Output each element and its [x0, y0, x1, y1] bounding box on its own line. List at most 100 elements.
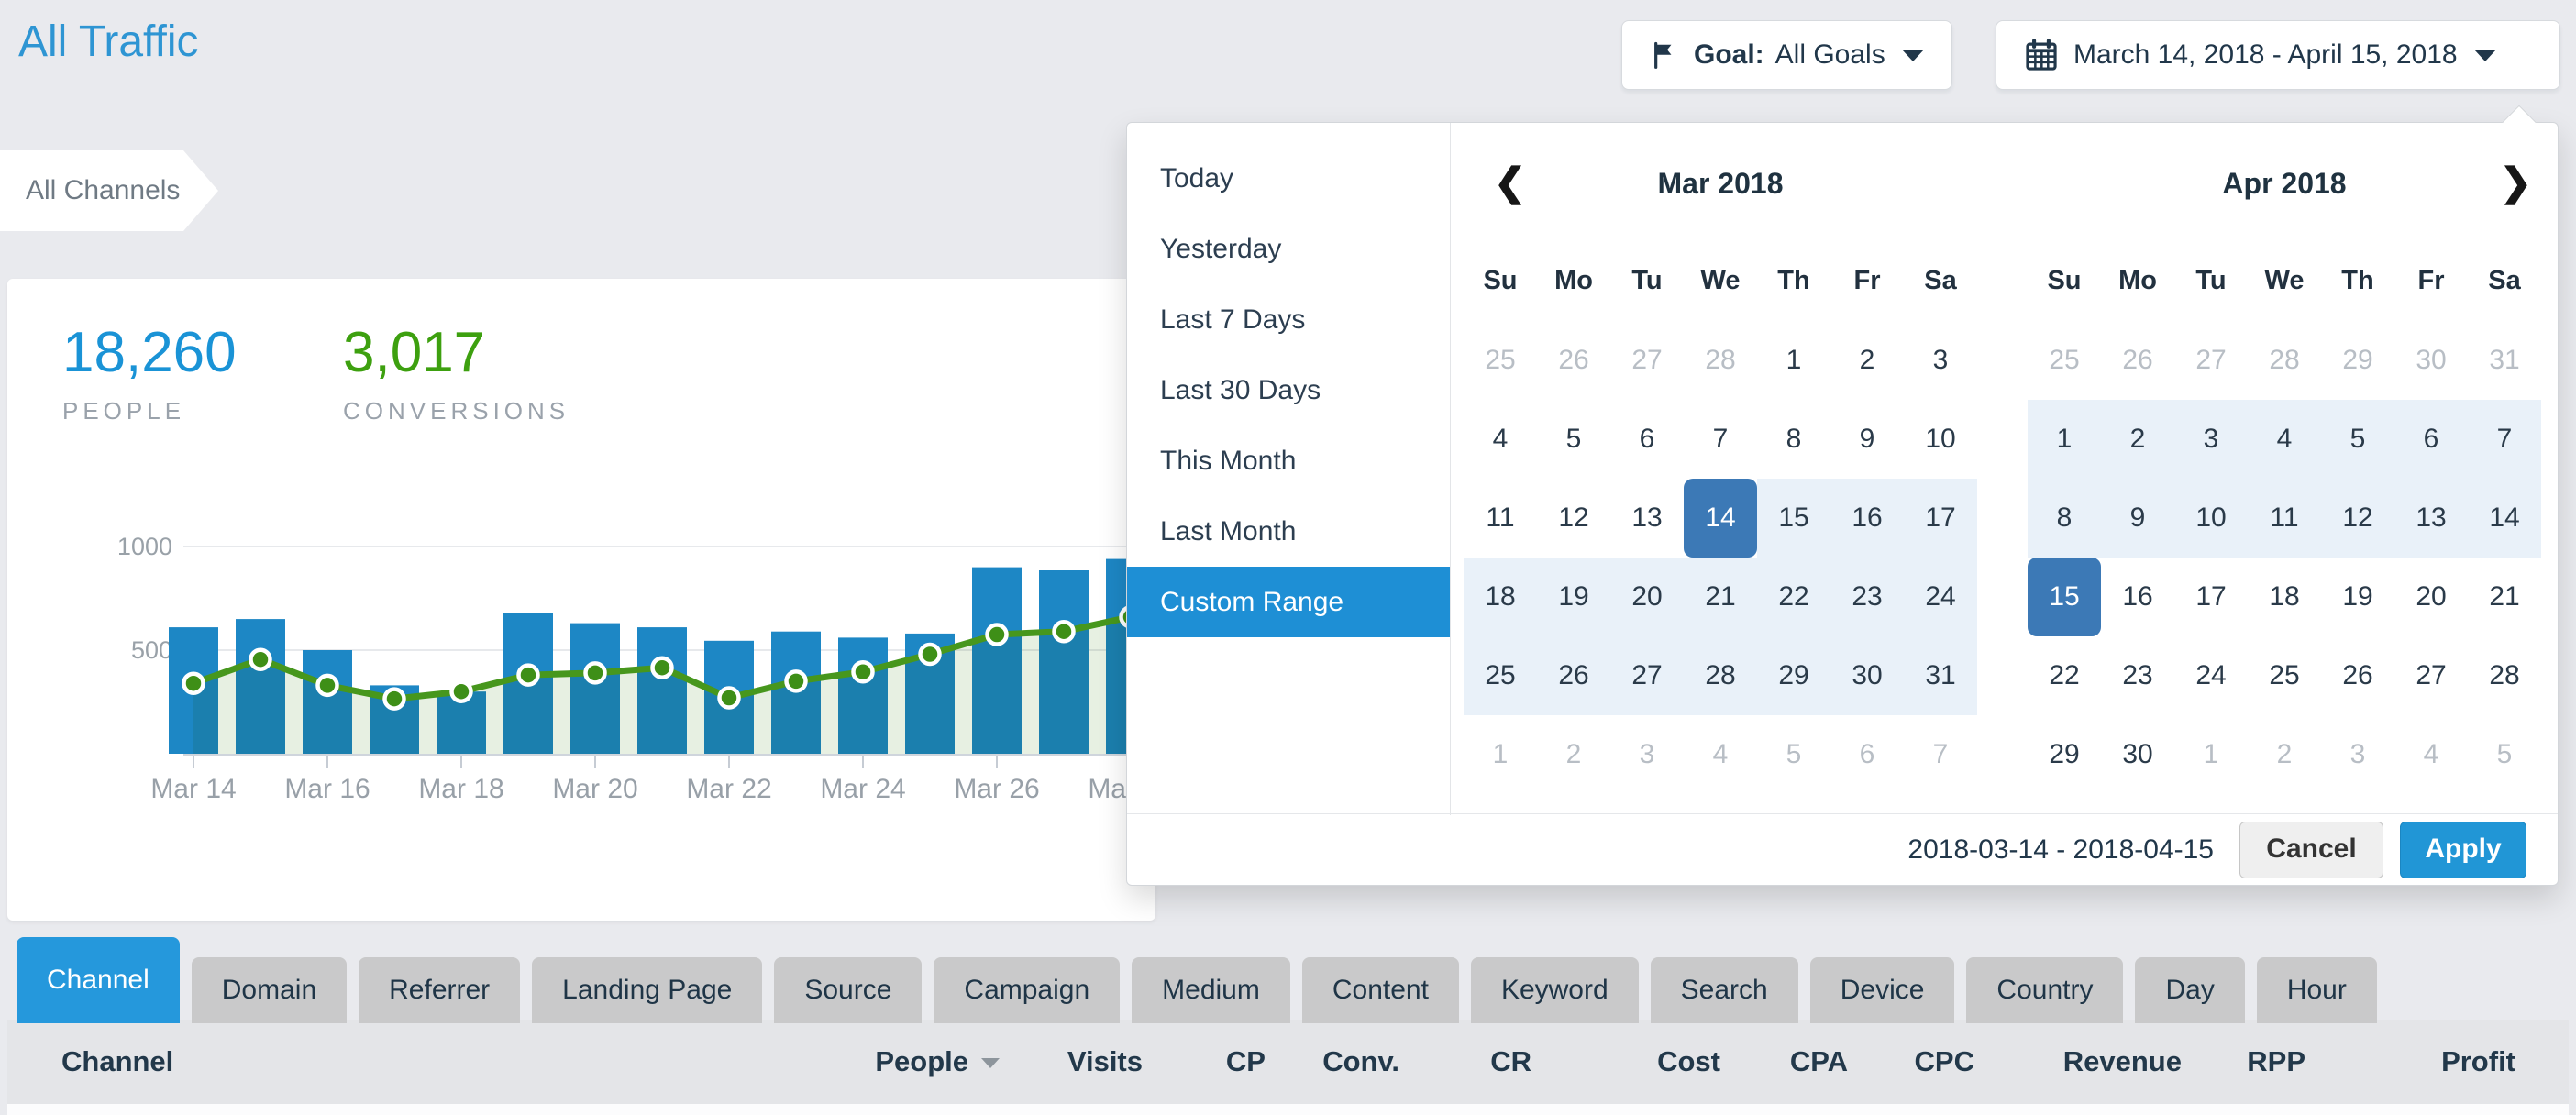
day-cell-0-6[interactable]: 6 [1639, 424, 1655, 454]
conversions-point-mar-15[interactable] [249, 647, 272, 671]
day-cell-0-8[interactable]: 8 [1786, 424, 1802, 454]
cancel-button[interactable]: Cancel [2239, 822, 2383, 878]
day-cell-0-26[interactable]: 26 [1558, 345, 1589, 375]
conversions-point-mar-16[interactable] [315, 673, 339, 698]
day-cell-0-20[interactable]: 20 [1610, 558, 1684, 636]
day-cell-0-28[interactable]: 28 [1684, 636, 1757, 715]
day-cell-1-2[interactable]: 2 [2101, 400, 2174, 479]
date-range-dropdown[interactable]: March 14, 2018 - April 15, 2018 [1996, 20, 2560, 90]
conversions-point-mar-14[interactable] [182, 671, 205, 695]
tab-source[interactable]: Source [774, 957, 923, 1023]
day-cell-0-25[interactable]: 25 [1464, 636, 1537, 715]
day-cell-0-13[interactable]: 13 [1631, 502, 1663, 533]
column-header-channel[interactable]: Channel [61, 1045, 174, 1077]
day-cell-0-25[interactable]: 25 [1485, 345, 1516, 375]
day-cell-0-24[interactable]: 24 [1904, 558, 1977, 636]
column-header-cr[interactable]: CR [1490, 1045, 1531, 1077]
day-cell-0-15[interactable]: 15 [1757, 479, 1830, 558]
day-cell-1-22[interactable]: 22 [2049, 660, 2080, 690]
day-cell-0-28[interactable]: 28 [1705, 345, 1736, 375]
day-cell-0-5[interactable]: 5 [1786, 739, 1802, 769]
day-cell-0-3[interactable]: 3 [1932, 345, 1949, 375]
day-cell-1-20[interactable]: 20 [2416, 581, 2447, 612]
day-cell-1-4[interactable]: 4 [2423, 739, 2439, 769]
conversions-point-mar-25[interactable] [918, 642, 942, 667]
tab-search[interactable]: Search [1650, 957, 1798, 1023]
prev-month-button[interactable]: ❮ [1494, 160, 1527, 204]
day-cell-1-25[interactable]: 25 [2049, 345, 2080, 375]
day-cell-1-28[interactable]: 28 [2489, 660, 2520, 690]
day-cell-0-2[interactable]: 2 [1859, 345, 1875, 375]
day-cell-1-27[interactable]: 27 [2195, 345, 2227, 375]
column-header-conv-[interactable]: Conv. [1322, 1045, 1399, 1077]
day-cell-1-25[interactable]: 25 [2269, 660, 2300, 690]
day-cell-1-26[interactable]: 26 [2342, 660, 2373, 690]
day-cell-0-19[interactable]: 19 [1537, 558, 1610, 636]
conversions-point-mar-23[interactable] [784, 669, 808, 693]
conversions-point-mar-22[interactable] [717, 686, 741, 710]
preset-item-yesterday[interactable]: Yesterday [1160, 234, 1282, 264]
day-cell-1-13[interactable]: 13 [2394, 479, 2468, 558]
conversions-point-mar-26[interactable] [985, 623, 1009, 646]
day-cell-0-23[interactable]: 23 [1830, 558, 1904, 636]
column-header-rpp[interactable]: RPP [2247, 1045, 2305, 1077]
day-cell-0-2[interactable]: 2 [1565, 739, 1582, 769]
tab-landing-page[interactable]: Landing Page [532, 957, 763, 1023]
day-cell-1-28[interactable]: 28 [2269, 345, 2300, 375]
day-cell-1-18[interactable]: 18 [2269, 581, 2300, 612]
conversions-point-mar-24[interactable] [851, 659, 875, 684]
day-cell-0-29[interactable]: 29 [1757, 636, 1830, 715]
day-cell-1-5[interactable]: 5 [2496, 739, 2513, 769]
day-cell-0-16[interactable]: 16 [1830, 479, 1904, 558]
day-cell-1-16[interactable]: 16 [2122, 581, 2153, 612]
breadcrumb[interactable]: All Channels [0, 150, 218, 231]
column-header-cpc[interactable]: CPC [1914, 1045, 1974, 1077]
day-cell-0-10[interactable]: 10 [1925, 424, 1956, 454]
goal-dropdown[interactable]: Goal: All Goals [1621, 20, 1952, 90]
day-cell-1-15[interactable]: 15 [2028, 558, 2101, 636]
day-cell-1-21[interactable]: 21 [2489, 581, 2520, 612]
tab-device[interactable]: Device [1809, 957, 1955, 1023]
day-cell-0-5[interactable]: 5 [1565, 424, 1582, 454]
day-cell-1-12[interactable]: 12 [2321, 479, 2394, 558]
apply-button[interactable]: Apply [2400, 822, 2526, 878]
preset-item-last-30-days[interactable]: Last 30 Days [1160, 375, 1321, 405]
column-header-people[interactable]: People [875, 1020, 1000, 1104]
tab-day[interactable]: Day [2135, 957, 2245, 1023]
day-cell-1-30[interactable]: 30 [2416, 345, 2447, 375]
day-cell-0-31[interactable]: 31 [1904, 636, 1977, 715]
column-header-cost[interactable]: Cost [1657, 1045, 1720, 1077]
day-cell-1-4[interactable]: 4 [2248, 400, 2321, 479]
tab-channel[interactable]: Channel [17, 937, 180, 1023]
tab-campaign[interactable]: Campaign [934, 957, 1121, 1023]
tab-domain[interactable]: Domain [191, 957, 348, 1023]
preset-item-last-7-days[interactable]: Last 7 Days [1160, 304, 1306, 335]
day-cell-0-22[interactable]: 22 [1757, 558, 1830, 636]
tab-hour[interactable]: Hour [2256, 957, 2377, 1023]
conversions-point-mar-27[interactable] [1052, 619, 1076, 644]
day-cell-0-12[interactable]: 12 [1558, 502, 1589, 533]
day-cell-1-27[interactable]: 27 [2416, 660, 2447, 690]
preset-item-today[interactable]: Today [1160, 163, 1234, 193]
conversions-point-mar-20[interactable] [583, 661, 607, 685]
column-header-profit[interactable]: Profit [2441, 1045, 2515, 1077]
day-cell-0-27[interactable]: 27 [1610, 636, 1684, 715]
day-cell-0-4[interactable]: 4 [1712, 739, 1729, 769]
day-cell-0-14[interactable]: 14 [1684, 479, 1757, 558]
day-cell-0-3[interactable]: 3 [1639, 739, 1655, 769]
day-cell-0-7[interactable]: 7 [1712, 424, 1729, 454]
day-cell-1-24[interactable]: 24 [2195, 660, 2227, 690]
day-cell-0-11[interactable]: 11 [1486, 502, 1515, 533]
day-cell-1-6[interactable]: 6 [2394, 400, 2468, 479]
conversions-point-mar-18[interactable] [449, 679, 473, 703]
day-cell-1-9[interactable]: 9 [2101, 479, 2174, 558]
day-cell-1-31[interactable]: 31 [2489, 345, 2520, 375]
day-cell-0-6[interactable]: 6 [1859, 739, 1875, 769]
day-cell-1-5[interactable]: 5 [2321, 400, 2394, 479]
day-cell-1-17[interactable]: 17 [2195, 581, 2227, 612]
day-cell-0-1[interactable]: 1 [1492, 739, 1509, 769]
day-cell-0-27[interactable]: 27 [1631, 345, 1663, 375]
preset-item-this-month[interactable]: This Month [1160, 446, 1297, 476]
tab-content[interactable]: Content [1301, 957, 1459, 1023]
next-month-button[interactable]: ❯ [2499, 160, 2532, 204]
